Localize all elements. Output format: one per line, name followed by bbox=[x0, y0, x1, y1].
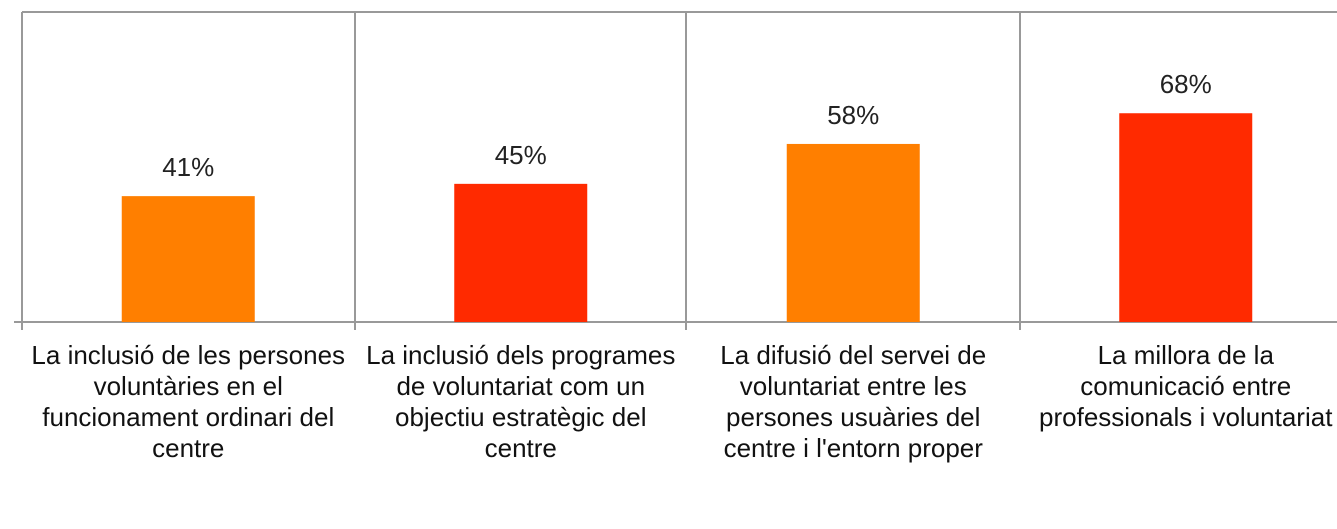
x-tick-label: La inclusió dels programes de voluntaria… bbox=[366, 340, 676, 463]
bar bbox=[121, 196, 255, 322]
bar bbox=[454, 183, 588, 322]
data-label: 45% bbox=[495, 140, 547, 170]
data-label: 41% bbox=[162, 152, 214, 182]
data-label: 58% bbox=[827, 100, 879, 130]
data-label: 68% bbox=[1160, 69, 1212, 99]
x-tick-label: La millora de la comunicació entre profe… bbox=[1039, 340, 1333, 432]
bar bbox=[1119, 113, 1253, 323]
x-tick-label: La inclusió de les persones voluntàries … bbox=[31, 340, 346, 463]
bar bbox=[786, 143, 920, 322]
x-tick-label: La difusió del servei de voluntariat ent… bbox=[720, 340, 987, 463]
